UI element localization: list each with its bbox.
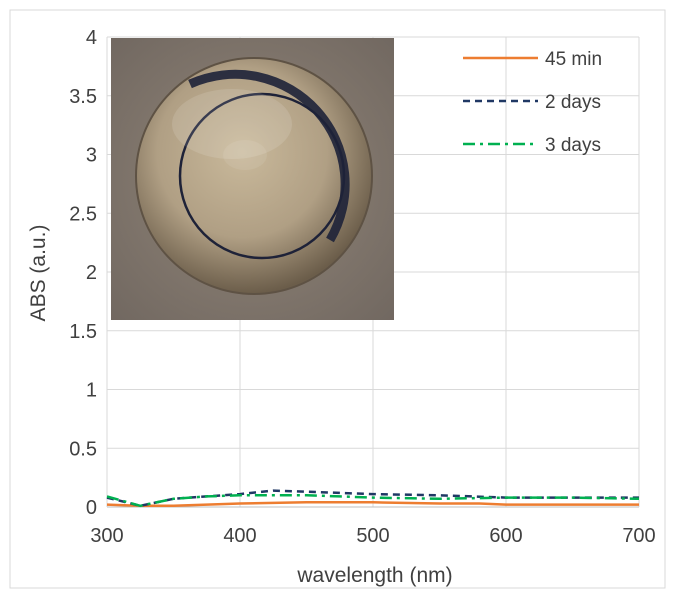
cuvette-circle — [135, 57, 373, 295]
x-axis-title: wavelength (nm) — [296, 564, 452, 587]
x-tick-label: 600 — [489, 525, 522, 547]
series-line-45-min — [106, 501, 639, 508]
y-tick-label: 3 — [86, 145, 97, 167]
legend: 45 min 2 days 3 days — [463, 49, 602, 156]
series-lines — [106, 489, 640, 508]
y-tick-label: 3.5 — [69, 86, 97, 108]
x-tick-label: 500 — [356, 525, 389, 547]
legend-label: 45 min — [545, 49, 602, 70]
chart-border — [9, 9, 666, 589]
y-tick-label: 2.5 — [69, 203, 97, 225]
y-axis-title: ABS (a.u.) — [27, 225, 50, 322]
y-tick-label: 4 — [86, 27, 97, 49]
legend-label: 3 days — [545, 135, 601, 156]
cuvette-highlight — [172, 89, 292, 159]
legend-label: 2 days — [545, 92, 601, 113]
cuvette-dark-rim — [188, 69, 350, 243]
y-tick-label: 1.5 — [69, 321, 97, 343]
cuvette-inner-ring — [178, 92, 346, 260]
y-tick-label: 1 — [86, 380, 97, 402]
series-line-3-days — [106, 494, 640, 508]
y-tick-label: 0 — [86, 497, 97, 519]
x-tick-label: 700 — [622, 525, 655, 547]
axes: 0 0.5 1 1.5 2 2.5 3 3.5 4 300 400 500 600 700 — [69, 27, 656, 547]
y-tick-label: 2 — [86, 262, 97, 284]
x-tick-label: 400 — [223, 525, 256, 547]
inset-photo — [111, 38, 394, 320]
y-tick-label: 0.5 — [69, 438, 97, 460]
x-tick-label: 300 — [90, 525, 123, 547]
